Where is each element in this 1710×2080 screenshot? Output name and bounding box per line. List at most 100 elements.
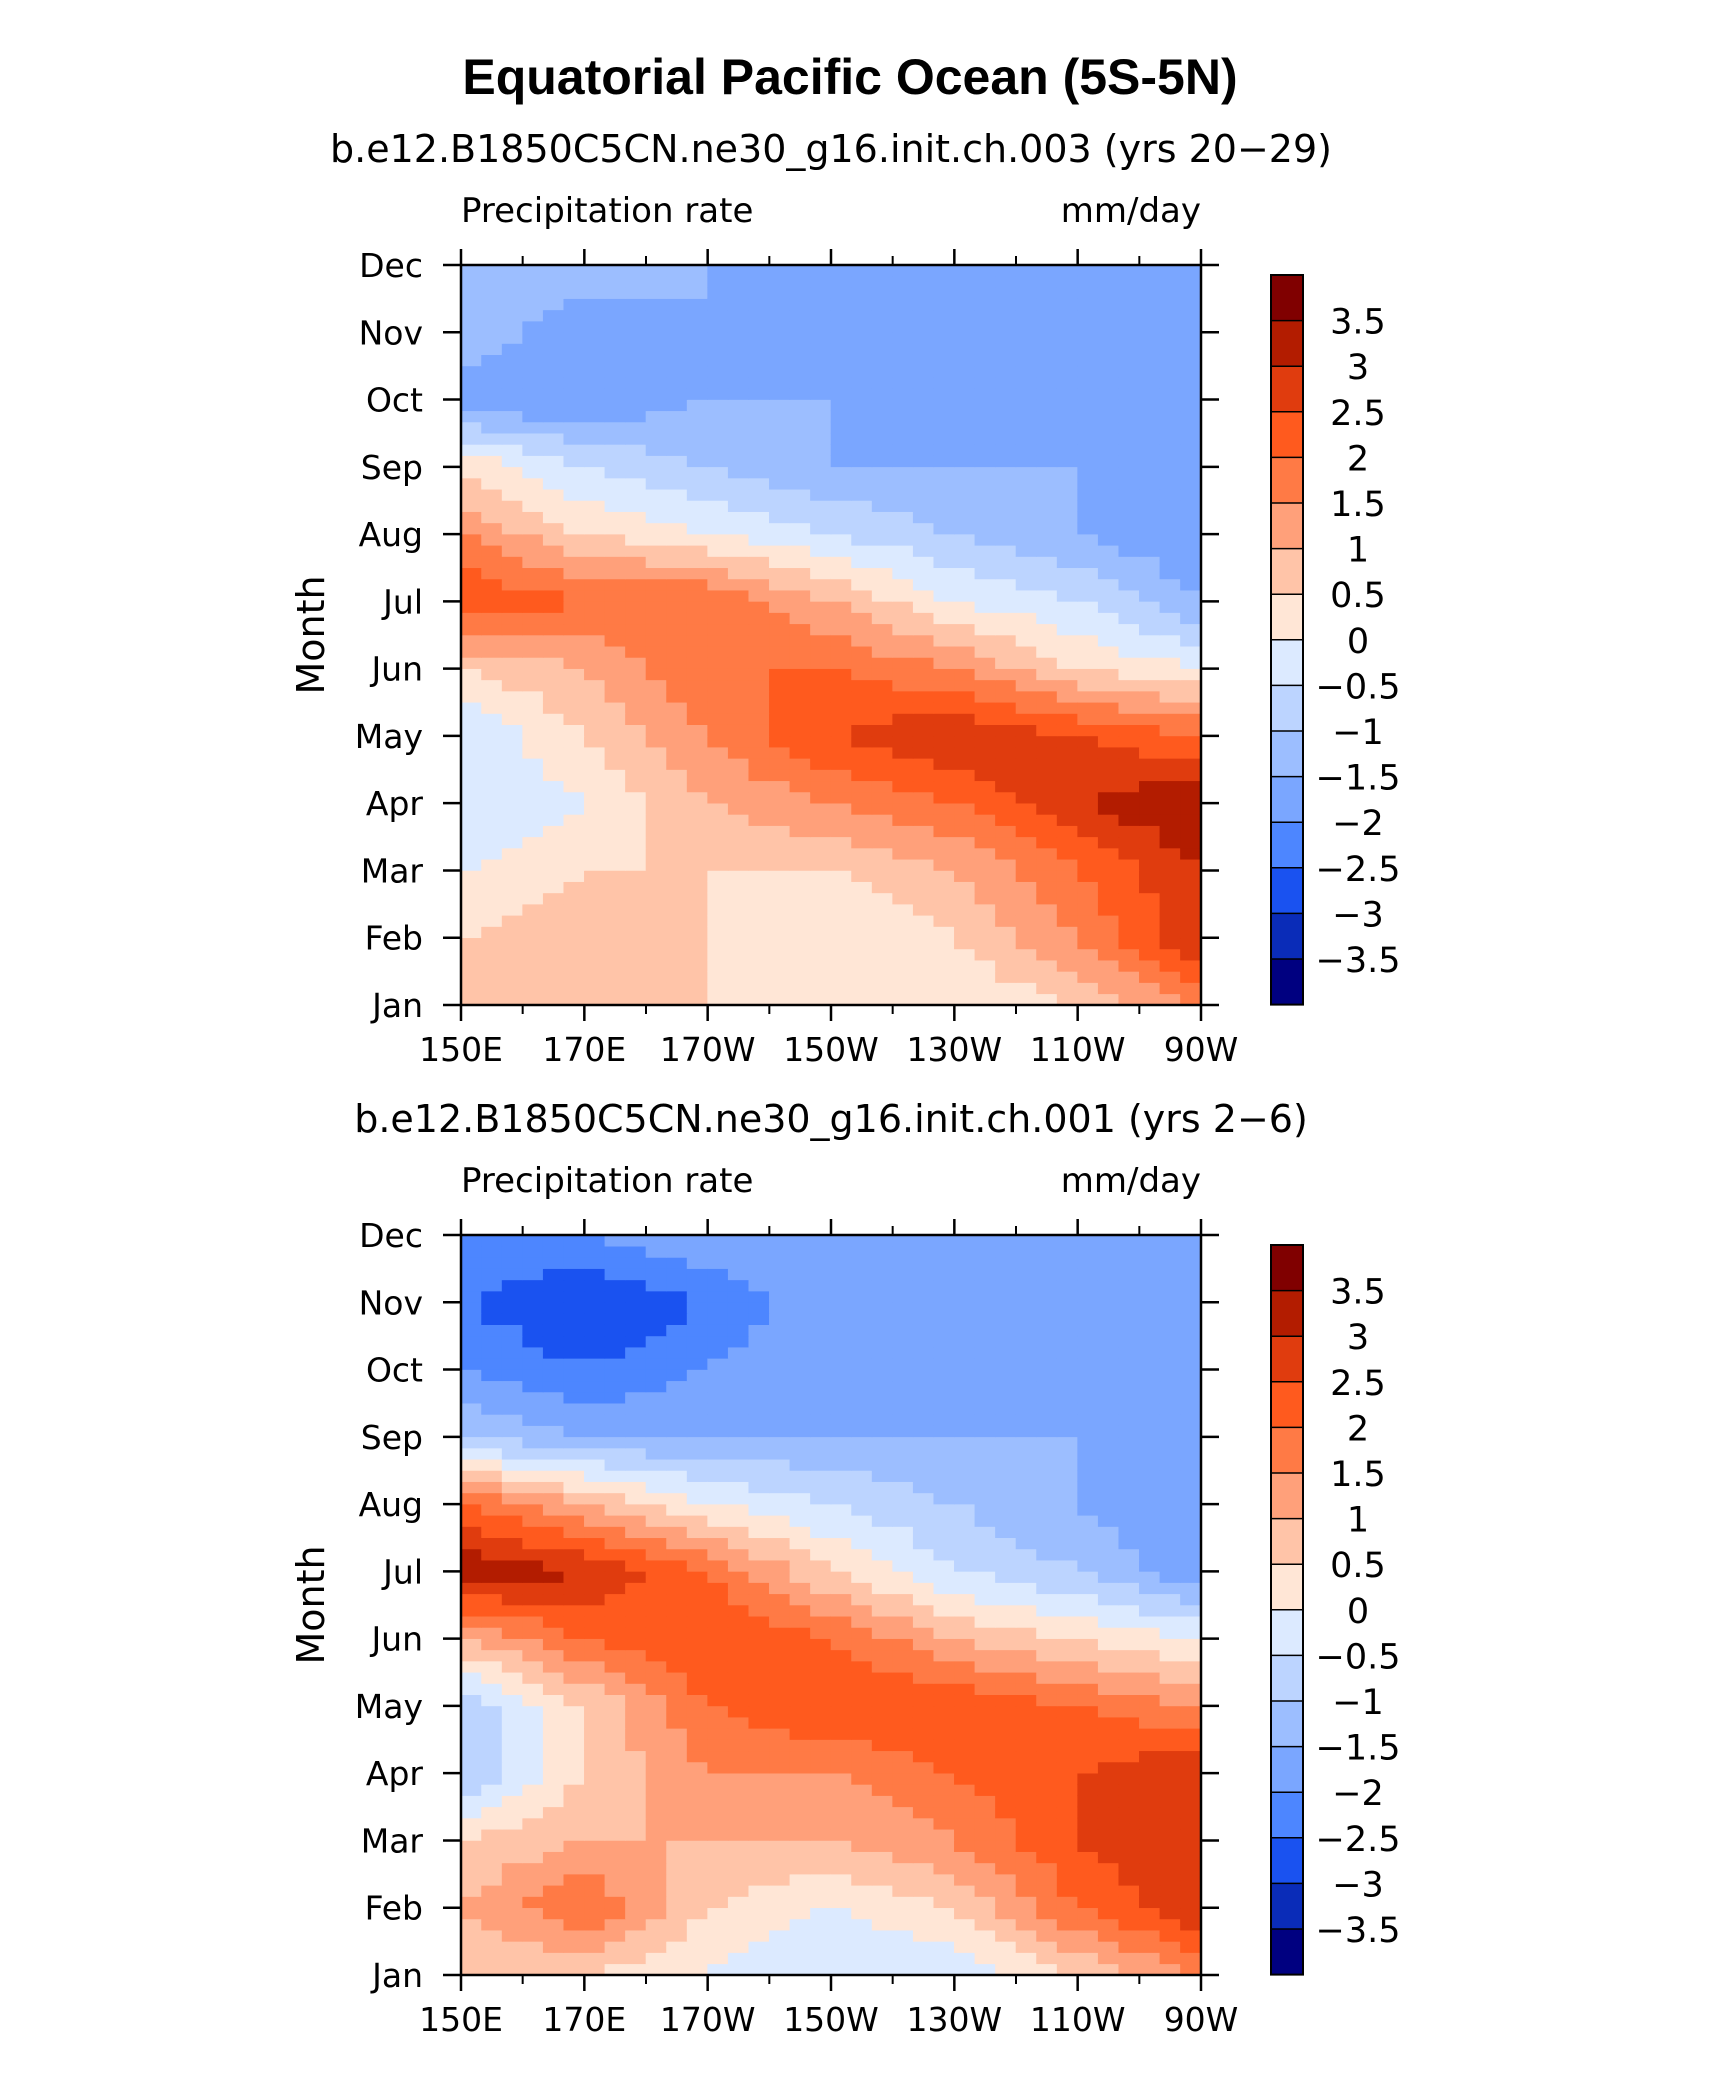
heatmap-cell [645, 1402, 667, 1415]
heatmap-cell [871, 657, 893, 669]
heatmap-cell [707, 791, 729, 804]
heatmap-cell [871, 444, 893, 456]
heatmap-cell [769, 1907, 791, 1920]
heatmap-cell [851, 1627, 873, 1639]
heatmap-cell [707, 1548, 729, 1561]
heatmap-cell [748, 500, 770, 512]
heatmap-cell [584, 1694, 606, 1707]
heatmap-cell [789, 1402, 811, 1415]
heatmap-cell [810, 545, 832, 557]
heatmap-cell [1077, 1694, 1099, 1707]
heatmap-cell [1159, 1941, 1181, 1953]
heatmap-cell [542, 1582, 565, 1595]
heatmap-cell [1056, 1402, 1078, 1415]
heatmap-cell [1139, 1952, 1161, 1965]
heatmap-cell [604, 466, 626, 479]
heatmap-cell [933, 1268, 955, 1281]
heatmap-cell [1139, 455, 1161, 468]
heatmap-cell [1139, 578, 1161, 591]
heatmap-cell [1159, 488, 1181, 501]
heatmap-cell [748, 1918, 770, 1931]
heatmap-cell [542, 1503, 565, 1516]
heatmap-cell [769, 915, 791, 927]
heatmap-cell [1139, 993, 1161, 1005]
heatmap-cell [871, 589, 893, 602]
heatmap-cell [522, 1571, 544, 1583]
heatmap-cell [645, 1615, 667, 1628]
heatmap-cell [666, 769, 688, 782]
heatmap-cell [522, 892, 544, 905]
heatmap-cell [851, 746, 873, 759]
heatmap-cell [851, 455, 873, 468]
heatmap-cell [522, 1279, 544, 1292]
heatmap-cell [974, 1705, 996, 1718]
heatmap-cell [830, 1526, 852, 1539]
heatmap-cell [1118, 735, 1140, 748]
heatmap-cell [1077, 1885, 1099, 1897]
heatmap-cell [727, 735, 750, 748]
heatmap-cell [912, 1458, 935, 1471]
heatmap-cell [707, 275, 729, 288]
heatmap-cell [625, 612, 647, 625]
heatmap-cell [912, 1873, 935, 1886]
heatmap-cell [461, 343, 482, 355]
heatmap-cell [686, 959, 708, 972]
heatmap-cell [563, 1873, 585, 1886]
heatmap-cell [1139, 1458, 1161, 1471]
heatmap-cell [933, 1470, 955, 1482]
heatmap-cell [604, 533, 626, 546]
heatmap-cell [501, 1492, 523, 1505]
heatmap-cell [481, 1346, 503, 1359]
heatmap-cell [461, 1963, 482, 1975]
heatmap-cell [501, 1885, 523, 1897]
heatmap-cell [769, 1402, 791, 1415]
heatmap-cell [769, 1795, 791, 1808]
heatmap-cell [748, 1660, 770, 1673]
heatmap-cell [933, 1358, 955, 1370]
heatmap-cell [625, 1290, 647, 1303]
heatmap-cell [645, 1257, 667, 1269]
heatmap-cell [501, 1503, 523, 1516]
heatmap-cell [522, 971, 544, 983]
heatmap-cell [727, 780, 750, 793]
heatmap-cell [789, 298, 811, 311]
heatmap-cell [522, 1627, 544, 1639]
heatmap-cell [1159, 1257, 1181, 1269]
heatmap-cell [584, 1279, 606, 1292]
heatmap-cell [871, 1739, 893, 1752]
heatmap-cell [810, 556, 832, 569]
heatmap-cell [769, 836, 791, 849]
heatmap-cell [501, 343, 523, 355]
heatmap-cell [1036, 724, 1058, 737]
heatmap-cell [810, 1571, 832, 1583]
heatmap-cell [1015, 1795, 1037, 1808]
heatmap-cell [501, 668, 523, 681]
heatmap-cell [604, 1369, 626, 1382]
heatmap-cell [645, 589, 667, 602]
heatmap-cell [1056, 623, 1078, 636]
heatmap-cell [1077, 825, 1099, 838]
heatmap-cell [501, 1559, 523, 1572]
heatmap-cell [974, 836, 996, 849]
heatmap-cell [912, 1470, 935, 1482]
heatmap-cell [851, 937, 873, 950]
heatmap-cell [810, 320, 832, 333]
heatmap-cell [769, 466, 791, 479]
heatmap-cell [461, 858, 482, 871]
heatmap-cell [1077, 1335, 1099, 1348]
heatmap-cell [1139, 1907, 1161, 1920]
heatmap-cell [810, 1593, 832, 1606]
heatmap-cell [810, 1537, 832, 1550]
heatmap-cell [727, 388, 750, 400]
heatmap-cell [481, 623, 503, 636]
heatmap-cell [1056, 1335, 1078, 1348]
heatmap-cell [912, 1795, 935, 1808]
heatmap-cell [830, 589, 852, 602]
heatmap-cell [501, 1245, 523, 1258]
heatmap-cell [954, 1346, 976, 1359]
heatmap-cell [481, 1929, 503, 1942]
heatmap-cell [522, 701, 544, 714]
heatmap-cell [933, 1235, 955, 1247]
heatmap-cell [1077, 836, 1099, 849]
heatmap-cell [686, 466, 708, 479]
